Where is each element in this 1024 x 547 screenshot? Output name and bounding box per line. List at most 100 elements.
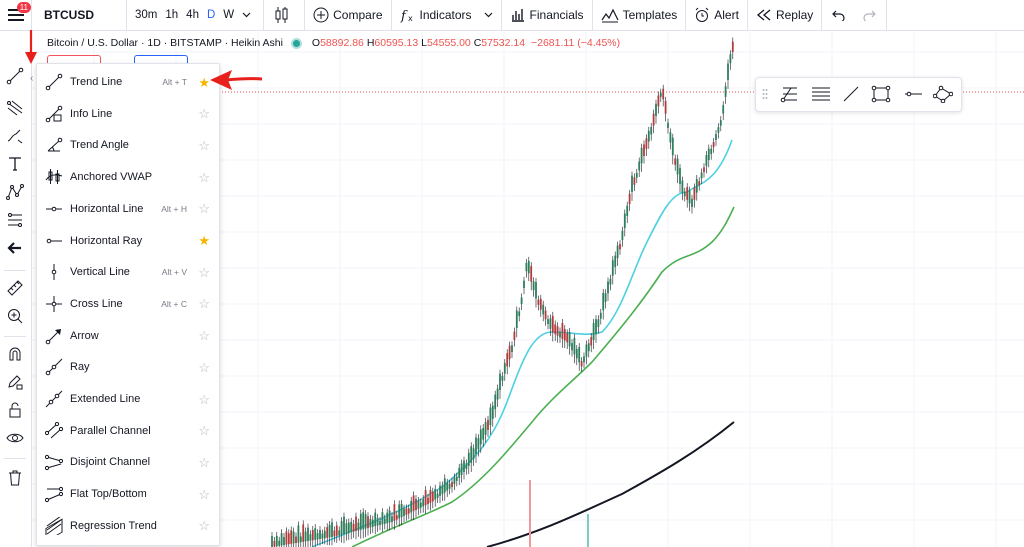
favorite-star-icon[interactable]: ☆ (198, 169, 210, 185)
candle-body (623, 213, 626, 228)
line-tool-flat-top-bottom[interactable]: Flat Top/Bottom ☆ (37, 479, 219, 509)
interval-1h[interactable]: 1h (165, 9, 179, 21)
favorite-star-icon[interactable]: ★ (198, 233, 210, 248)
chevron-down-icon (484, 12, 492, 18)
favorite-tool-5[interactable] (902, 83, 924, 105)
candle-body (681, 180, 684, 193)
line-tool-arrow-tool[interactable]: Arrow ☆ (37, 321, 219, 351)
favorite-star-icon[interactable]: ☆ (198, 518, 210, 534)
candle-body (307, 527, 309, 541)
candle-body (371, 519, 374, 527)
drag-handle-icon (762, 89, 768, 99)
candle-body (374, 512, 377, 527)
candle-body (573, 337, 576, 355)
interval-4h[interactable]: 4h (186, 9, 199, 21)
favorite-tool-3[interactable] (840, 83, 862, 105)
favorite-star-icon[interactable]: ☆ (198, 201, 210, 217)
candle-body (359, 513, 362, 530)
favorite-star-icon[interactable]: ☆ (198, 296, 210, 312)
candle-body (609, 278, 612, 285)
favorite-star-icon[interactable]: ☆ (198, 137, 210, 153)
interval-d[interactable]: D (206, 9, 216, 21)
zoom-in-button[interactable] (5, 306, 25, 326)
magnet-mode-button[interactable] (5, 344, 25, 364)
line-tool-ray[interactable]: Ray ☆ (37, 352, 219, 382)
remove-drawings-button[interactable] (5, 468, 25, 488)
candle-body (496, 388, 499, 400)
candle-body (520, 297, 523, 304)
candle-body (619, 244, 621, 250)
indicators-dropdown[interactable] (480, 0, 501, 31)
candle-body (424, 490, 427, 506)
interval-w[interactable]: W (223, 9, 235, 21)
templates-button[interactable]: Templates (593, 0, 686, 31)
candle-body (364, 514, 367, 529)
line-tool-trend-angle[interactable]: Trend Angle ☆ (37, 130, 219, 160)
brush-tool-button[interactable] (5, 126, 25, 146)
favorite-star-icon[interactable]: ☆ (198, 423, 210, 439)
symbol-search-button[interactable]: BTCUSD (44, 8, 94, 22)
alert-button[interactable]: Alert (686, 0, 747, 31)
pattern-tool-button[interactable] (5, 182, 25, 202)
favorite-star-icon[interactable]: ☆ (198, 359, 210, 375)
candle-body (578, 347, 581, 363)
lock-drawing-mode-button[interactable] (5, 372, 25, 392)
line-tool-cross-line[interactable]: Cross Line Alt + C ☆ (37, 289, 219, 319)
financials-button[interactable]: Financials (502, 0, 592, 31)
candle-body (523, 280, 525, 288)
text-tool-button[interactable] (5, 154, 25, 174)
chevron-left-icon[interactable]: ‹ (30, 73, 34, 84)
candle-body (410, 500, 413, 513)
line-tool-horizontal-line[interactable]: Horizontal Line Alt + H ☆ (37, 194, 219, 224)
favorite-tool-4[interactable] (870, 83, 892, 105)
favorite-tool-2[interactable] (810, 83, 832, 105)
line-tool-trend-line[interactable]: Trend Line Alt + T ★ (37, 67, 219, 97)
candle-body (655, 103, 657, 116)
favorite-star-icon[interactable]: ☆ (198, 106, 210, 122)
line-tool-regression-trend[interactable]: Regression Trend ☆ (37, 511, 219, 541)
favorite-star-icon[interactable]: ☆ (198, 486, 210, 502)
candle-body (683, 191, 686, 197)
trash-icon (9, 470, 21, 486)
shortcut-hint: Alt + H (161, 203, 187, 214)
interval-30m[interactable]: 30m (135, 9, 158, 21)
pencil-lock-icon (8, 375, 23, 390)
undo-button[interactable] (822, 0, 856, 31)
prediction-tool-button[interactable] (5, 210, 25, 230)
line-tool-horizontal-ray[interactable]: Horizontal Ray ★ (37, 226, 219, 256)
favorite-tool-1[interactable] (778, 83, 800, 105)
favorite-star-icon[interactable]: ☆ (198, 328, 210, 344)
chart-type-button[interactable] (264, 0, 304, 31)
line-tool-anchored-vwap[interactable]: Anchored VWAP ☆ (37, 162, 219, 192)
favorite-star-icon[interactable]: ☆ (198, 391, 210, 407)
back-arrow-tool-button[interactable] (5, 238, 25, 258)
favorite-star-icon[interactable]: ☆ (198, 264, 210, 280)
candle-body (299, 536, 302, 543)
line-tool-parallel-channel[interactable]: Parallel Channel ☆ (37, 416, 219, 446)
line-tool-label: Anchored VWAP (70, 171, 153, 184)
gann-fib-tool-button[interactable] (5, 98, 25, 118)
lock-all-drawings-button[interactable] (5, 400, 25, 420)
interval-dropdown[interactable] (238, 0, 259, 31)
drag-handle[interactable] (760, 83, 770, 105)
favorite-star-icon[interactable]: ★ (198, 74, 210, 90)
hide-drawings-button[interactable] (5, 428, 25, 448)
line-tool-disjoint-channel[interactable]: Disjoint Channel ☆ (37, 447, 219, 477)
magnet-icon (9, 347, 21, 361)
redo-button[interactable] (856, 0, 886, 31)
favorite-star-icon[interactable]: ☆ (198, 454, 210, 470)
replay-button[interactable]: Replay (748, 0, 821, 31)
trend-line-tool-button[interactable] (5, 66, 25, 86)
compare-button[interactable]: Compare (305, 0, 390, 31)
main-menu-button[interactable]: 11 (0, 0, 31, 31)
text-icon (9, 157, 21, 171)
ruler-tool-button[interactable] (5, 278, 25, 298)
line-tool-vertical-line[interactable]: Vertical Line Alt + V ☆ (37, 257, 219, 287)
candle-body (434, 488, 437, 500)
favorite-tool-6[interactable] (932, 83, 954, 105)
line-tool-extended-line[interactable]: Extended Line ☆ (37, 384, 219, 414)
line-tool-info-line[interactable]: Info Line ☆ (37, 99, 219, 129)
candle-body (415, 499, 417, 510)
